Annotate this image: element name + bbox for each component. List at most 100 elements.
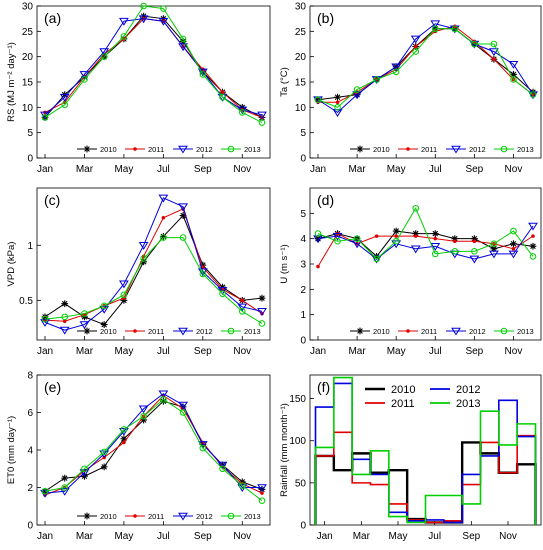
point-2013-m8 bbox=[451, 25, 459, 33]
point-2012-m2 bbox=[332, 232, 343, 241]
legend-marker-2012 bbox=[178, 145, 188, 154]
legend-label-2013: 2013 bbox=[244, 327, 261, 336]
point-2011-m9 bbox=[472, 239, 477, 243]
y-tick-label: 5 bbox=[27, 128, 33, 139]
point-2012-m3 bbox=[79, 469, 90, 478]
point-2011-m7 bbox=[433, 236, 438, 241]
y-tick-label: 5 bbox=[300, 128, 306, 139]
point-2010-m5 bbox=[121, 435, 127, 442]
point-2013-m4 bbox=[100, 302, 108, 310]
point-2013-m10 bbox=[219, 465, 226, 473]
point-2012-m1 bbox=[313, 235, 323, 244]
point-2013-m10 bbox=[490, 40, 498, 48]
point-2013-m7 bbox=[160, 5, 167, 12]
x-tick-label: Jul bbox=[429, 164, 442, 175]
y-tick-label: 10 bbox=[295, 103, 307, 114]
legend-label-2011: 2011 bbox=[148, 145, 164, 154]
point-2011-m11 bbox=[240, 298, 245, 303]
point-2013-m10 bbox=[219, 290, 226, 298]
point-2010-m2 bbox=[61, 475, 68, 481]
x-tick-label: Nov bbox=[499, 531, 517, 542]
y-tick-label: 4 bbox=[300, 234, 306, 245]
legend-marker-2012 bbox=[451, 145, 461, 154]
point-2012-m3 bbox=[352, 240, 362, 249]
series-line-2011 bbox=[44, 208, 263, 322]
point-2011-m12 bbox=[531, 234, 535, 238]
point-2013-m8 bbox=[451, 248, 459, 255]
point-2010-m6 bbox=[140, 259, 147, 265]
point-2012-m8 bbox=[178, 401, 188, 410]
series-2011 bbox=[43, 207, 264, 324]
point-2013-m2 bbox=[334, 104, 341, 111]
series-line-2013 bbox=[44, 237, 263, 324]
legend-label-2011: 2011 bbox=[148, 512, 164, 521]
series-2013 bbox=[41, 2, 266, 126]
point-2011-m10 bbox=[220, 90, 225, 94]
x-tick-label: Jan bbox=[310, 346, 326, 357]
y-tick-label: 5 bbox=[300, 209, 306, 220]
x-tick-label: Nov bbox=[505, 346, 523, 357]
legend-label-2010: 2010 bbox=[100, 512, 117, 521]
series-2011 bbox=[316, 24, 535, 105]
point-2013-m6 bbox=[140, 255, 147, 262]
point-2012-m7 bbox=[158, 390, 169, 399]
point-2010-m5 bbox=[393, 228, 399, 234]
y-tick-label: 50 bbox=[295, 478, 307, 489]
series-line-2010 bbox=[44, 400, 263, 492]
x-tick-label: Nov bbox=[233, 164, 251, 175]
plot-frame bbox=[309, 187, 542, 341]
y-tick-label: 30 bbox=[22, 2, 34, 13]
point-2011-m1 bbox=[316, 264, 320, 269]
point-2010-m12 bbox=[530, 243, 536, 250]
panel-6: 0 50 100 150 Jan Mar May Jul Sep Nov (f) Rainfall (… bbox=[279, 374, 542, 542]
y-axis-label: RS (MJ m⁻² day⁻¹) bbox=[6, 42, 17, 122]
panel-2: 0 5 10 15 20 25 30 Jan Mar May Jul Sep Nov (b) Ta (°C)… bbox=[279, 2, 542, 175]
point-2010-m9 bbox=[471, 235, 478, 242]
point-2013-m11 bbox=[238, 308, 246, 315]
y-tick-label: 6 bbox=[27, 408, 33, 419]
panel-4: 0 1 2 3 4 5 Jan Mar May Jul Sep Nov (d) U (m s⁻¹) 2010… bbox=[279, 187, 542, 357]
legend-label-2011: 2011 bbox=[148, 327, 164, 336]
legend-label-2012: 2012 bbox=[196, 145, 213, 154]
y-tick-label: 15 bbox=[22, 78, 34, 89]
series-line-2011 bbox=[44, 394, 263, 496]
point-2012-m6 bbox=[138, 241, 149, 250]
x-tick-label: Sep bbox=[194, 531, 212, 542]
point-2013-m5 bbox=[120, 426, 128, 433]
series-2010 bbox=[41, 212, 266, 328]
series-line-2012 bbox=[317, 23, 534, 114]
point-2013-m2 bbox=[61, 313, 69, 321]
point-2013-m12 bbox=[258, 119, 266, 126]
panel-1: 0 5 10 15 20 25 30 Jan Mar May Jul Sep Nov (a) RS (MJ … bbox=[6, 2, 271, 175]
y-axis-label: ET0 (mm day⁻¹) bbox=[6, 416, 17, 484]
legend: 2010 2011 2012 2013 bbox=[77, 512, 261, 521]
x-tick-label: Sep bbox=[465, 346, 483, 357]
y-tick-label: 1 bbox=[27, 241, 33, 252]
point-2013-m5 bbox=[120, 33, 128, 40]
point-2010-m2 bbox=[334, 94, 341, 100]
point-2013-m3 bbox=[353, 235, 361, 242]
point-2013-m4 bbox=[373, 76, 380, 83]
x-tick-label: Mar bbox=[76, 164, 94, 175]
x-tick-label: Jul bbox=[157, 164, 170, 175]
point-2012-m3 bbox=[352, 91, 362, 100]
point-2012-m9 bbox=[469, 255, 480, 264]
point-2013-m6 bbox=[412, 48, 420, 55]
point-2011-m5 bbox=[122, 440, 126, 445]
point-2011-m7 bbox=[161, 215, 166, 220]
series-line-2010 bbox=[44, 214, 263, 326]
y-tick-label: 25 bbox=[22, 27, 34, 38]
x-tick-label: Mar bbox=[348, 346, 366, 357]
x-tick-label: Jul bbox=[428, 531, 441, 542]
y-tick-label: 8 bbox=[27, 371, 33, 382]
point-2012-m7 bbox=[158, 17, 169, 26]
legend-marker-2010 bbox=[84, 146, 90, 152]
point-2013-m7 bbox=[160, 396, 167, 403]
legend-marker-2011 bbox=[406, 147, 410, 151]
x-tick-label: Mar bbox=[76, 531, 94, 542]
y-tick-label: 4 bbox=[27, 446, 33, 457]
legend-marker-2013 bbox=[227, 327, 235, 335]
x-tick-label: Nov bbox=[233, 346, 251, 357]
point-2013-m1 bbox=[41, 487, 49, 495]
